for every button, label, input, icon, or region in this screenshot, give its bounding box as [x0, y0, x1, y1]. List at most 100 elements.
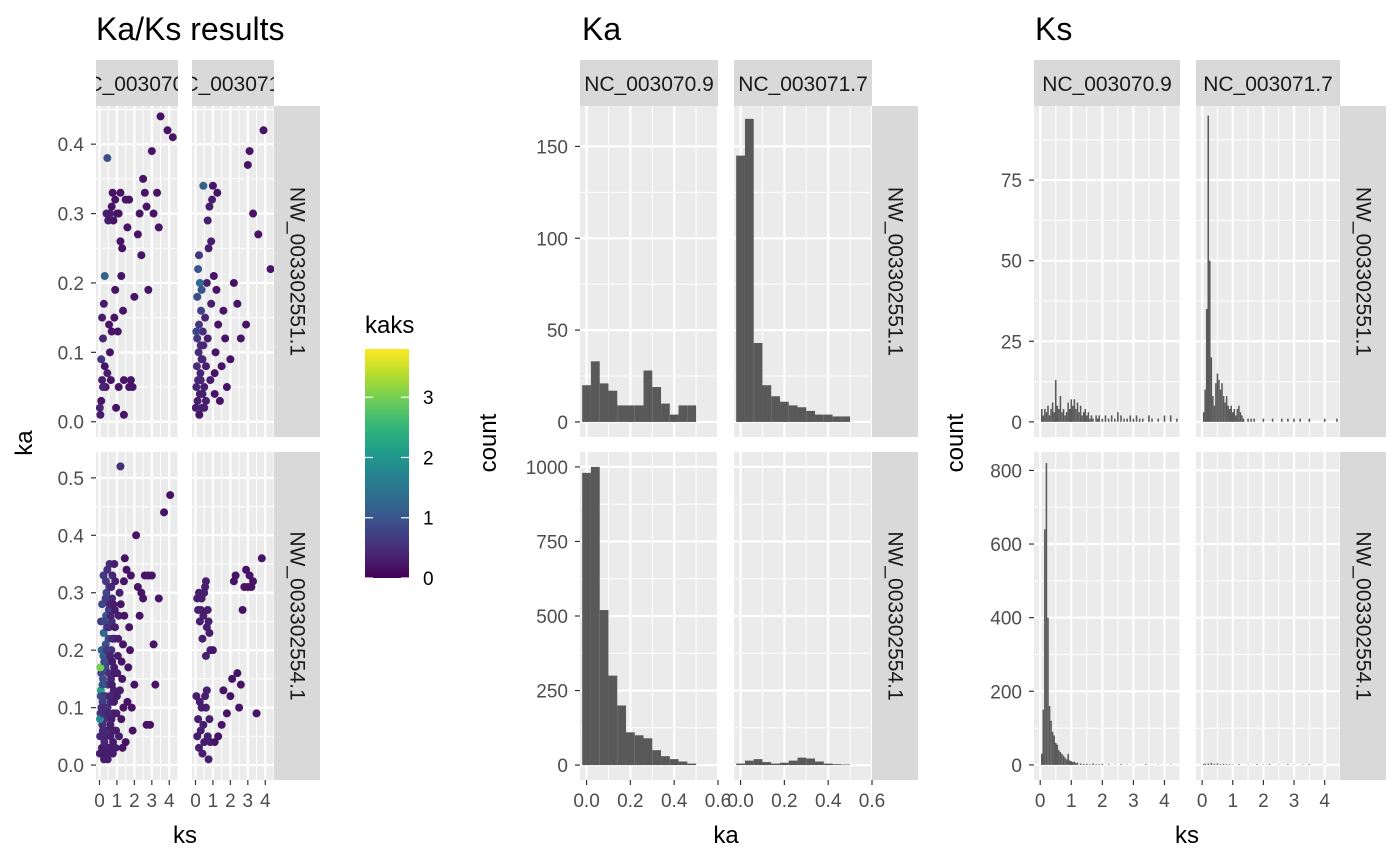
y-tick-label: 600	[990, 535, 1022, 556]
histogram-bar	[1072, 761, 1074, 765]
scatter-point	[210, 738, 219, 747]
x-axis-title: ks	[1175, 822, 1199, 849]
histogram-bar	[1169, 415, 1172, 422]
scatter-point	[113, 651, 122, 660]
row-strip-label: NW_003302551.1	[884, 187, 907, 356]
scatter-point	[133, 582, 142, 591]
panel-marks	[1040, 379, 1178, 422]
histogram-bar	[1117, 412, 1119, 422]
scatter-point	[153, 188, 162, 197]
scatter-point	[205, 715, 214, 724]
histogram-bar	[1051, 731, 1054, 765]
histogram-bar	[1205, 309, 1208, 422]
y-tick-label: 0.0	[58, 413, 84, 434]
scatter-point	[126, 646, 135, 655]
scatter-point	[105, 348, 114, 357]
y-axis-title: count	[942, 413, 969, 472]
histogram-bar	[1209, 260, 1211, 422]
histogram-bar	[1230, 405, 1232, 422]
panel-marks	[192, 554, 266, 764]
histogram-bar	[1138, 418, 1141, 422]
histogram-bar	[1129, 415, 1132, 422]
scatter-point	[111, 285, 120, 294]
x-tick-label: 2	[1097, 791, 1108, 812]
scatter-point	[120, 611, 129, 620]
histogram-bar	[1068, 408, 1071, 422]
scatter-point	[125, 623, 134, 632]
histogram-bar	[1120, 764, 1122, 765]
scatter-point	[199, 720, 208, 729]
histogram-bar	[1163, 415, 1166, 422]
scatter-point	[97, 396, 106, 405]
scatter-point	[135, 209, 144, 218]
legend-tick-label: 2	[423, 448, 434, 469]
scatter-point	[197, 355, 206, 364]
scatter-point	[132, 531, 141, 540]
histogram-bar	[1058, 750, 1060, 765]
chart-title: Ks	[1035, 11, 1072, 47]
histogram-bar	[1212, 396, 1214, 422]
legend-title: kaks	[365, 312, 414, 339]
histogram-bar	[1104, 415, 1107, 422]
histogram-bar	[1056, 405, 1059, 422]
y-tick-label: 75	[1001, 171, 1022, 192]
column-strip-label: NC_003071.7	[738, 73, 868, 96]
scatter-point	[201, 703, 210, 712]
histogram-bar	[1256, 764, 1259, 765]
y-tick-label: 0.3	[58, 205, 84, 226]
scatter-point	[108, 634, 117, 643]
histogram-bar	[1241, 415, 1243, 422]
y-tick-label: 0.3	[58, 584, 84, 605]
row-strip	[1340, 106, 1386, 437]
histogram-bar	[1058, 408, 1060, 422]
scatter-point	[97, 355, 106, 364]
histogram-bar	[1073, 761, 1076, 765]
x-tick-label: 0.4	[815, 791, 842, 812]
histogram-bar	[1078, 412, 1080, 422]
histogram-bar	[634, 735, 644, 766]
scatter-point	[196, 376, 205, 385]
scatter-point	[106, 611, 115, 620]
x-tick-label: 3	[1289, 791, 1300, 812]
histogram-bar	[1044, 529, 1046, 765]
histogram-bar	[806, 410, 816, 422]
scatter-point	[204, 617, 213, 626]
histogram-bar	[788, 760, 798, 766]
scatter-point	[166, 491, 175, 500]
scatter-point	[192, 362, 201, 371]
column-strip	[734, 60, 872, 106]
scatter-point	[103, 565, 112, 574]
scatter-point	[201, 651, 210, 660]
scatter-point	[204, 755, 213, 764]
scatter-point	[193, 396, 202, 405]
histogram-bar	[1250, 418, 1252, 422]
histogram-bar	[736, 763, 745, 766]
histogram-bar	[815, 761, 824, 766]
panel-marks	[1202, 763, 1326, 765]
scatter-point	[96, 410, 105, 419]
histogram-bar	[1062, 408, 1065, 422]
scatter-point	[125, 195, 134, 204]
histogram-bar	[1042, 415, 1045, 422]
y-tick-label: 250	[536, 682, 568, 703]
scatter-point	[119, 306, 128, 315]
histogram-bar	[1221, 383, 1223, 422]
scatter-point	[154, 594, 163, 603]
y-tick-label: 50	[547, 321, 568, 342]
y-tick-label: 0.4	[58, 135, 85, 156]
histogram-bar	[841, 764, 851, 766]
scatter-point	[249, 577, 258, 586]
scatter-point	[201, 396, 210, 405]
scatter-point	[156, 112, 165, 121]
legend-tick-label: 0	[423, 569, 434, 590]
scatter-point	[254, 230, 263, 239]
histogram-bar	[1145, 764, 1147, 765]
histogram-bar	[590, 466, 600, 766]
scatter-point	[142, 202, 151, 211]
histogram-bar	[1219, 764, 1222, 765]
histogram-bar	[1287, 418, 1289, 422]
histogram-bar	[832, 416, 842, 422]
panel-marks	[192, 126, 274, 419]
histogram-bar	[797, 407, 807, 422]
scatter-point	[243, 160, 252, 169]
